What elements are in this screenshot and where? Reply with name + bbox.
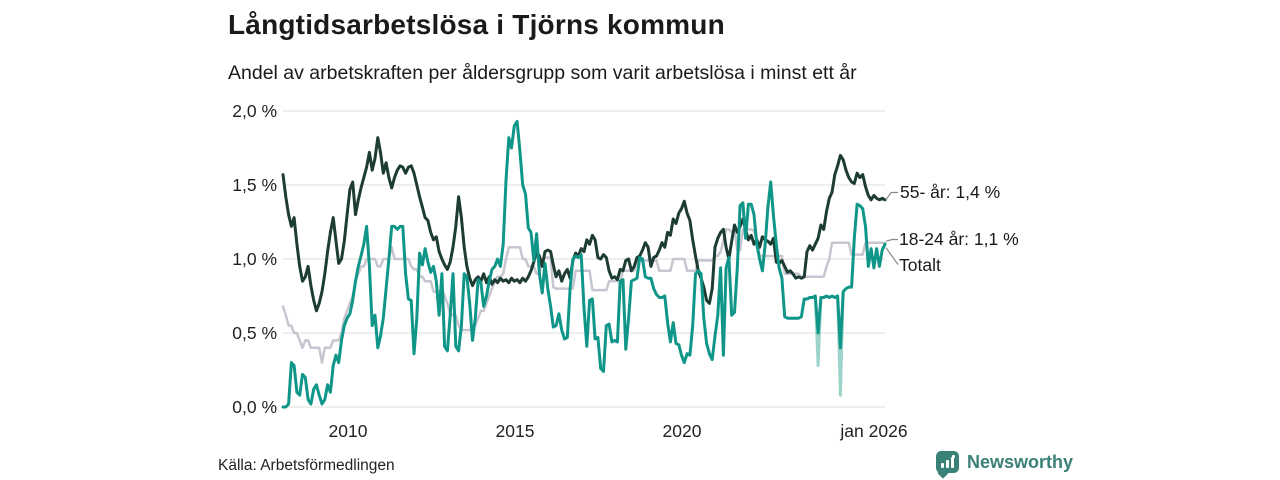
chart-subtitle: Andel av arbetskraften per åldersgrupp s… (228, 62, 857, 84)
y-axis-tick: 1,5 % (232, 175, 277, 195)
x-axis-tick: 2020 (662, 421, 702, 441)
y-axis-tick: 0,5 % (232, 323, 277, 343)
newsworthy-wordmark: Newsworthy (967, 451, 1074, 472)
page-title: Långtidsarbetslösa i Tjörns kommun (228, 9, 725, 40)
series-label-18-24: 18-24 år: 1,1 % (899, 229, 1019, 249)
newsworthy-chart-bubble-icon (936, 451, 959, 479)
y-axis-tick: 0,0 % (232, 397, 277, 417)
x-axis-tick: 2010 (328, 421, 368, 441)
x-axis-tick: jan 2026 (840, 421, 908, 441)
source-text: Källa: Arbetsförmedlingen (218, 457, 395, 474)
y-axis-tick: 2,0 % (232, 101, 277, 121)
x-axis-tick: 2015 (495, 421, 535, 441)
series-label-55: 55- år: 1,4 % (900, 182, 1001, 202)
series-label-totalt: Totalt (899, 255, 941, 275)
y-axis-tick: 1,0 % (232, 249, 277, 269)
newsworthy-logo: Newsworthy (936, 451, 1074, 479)
